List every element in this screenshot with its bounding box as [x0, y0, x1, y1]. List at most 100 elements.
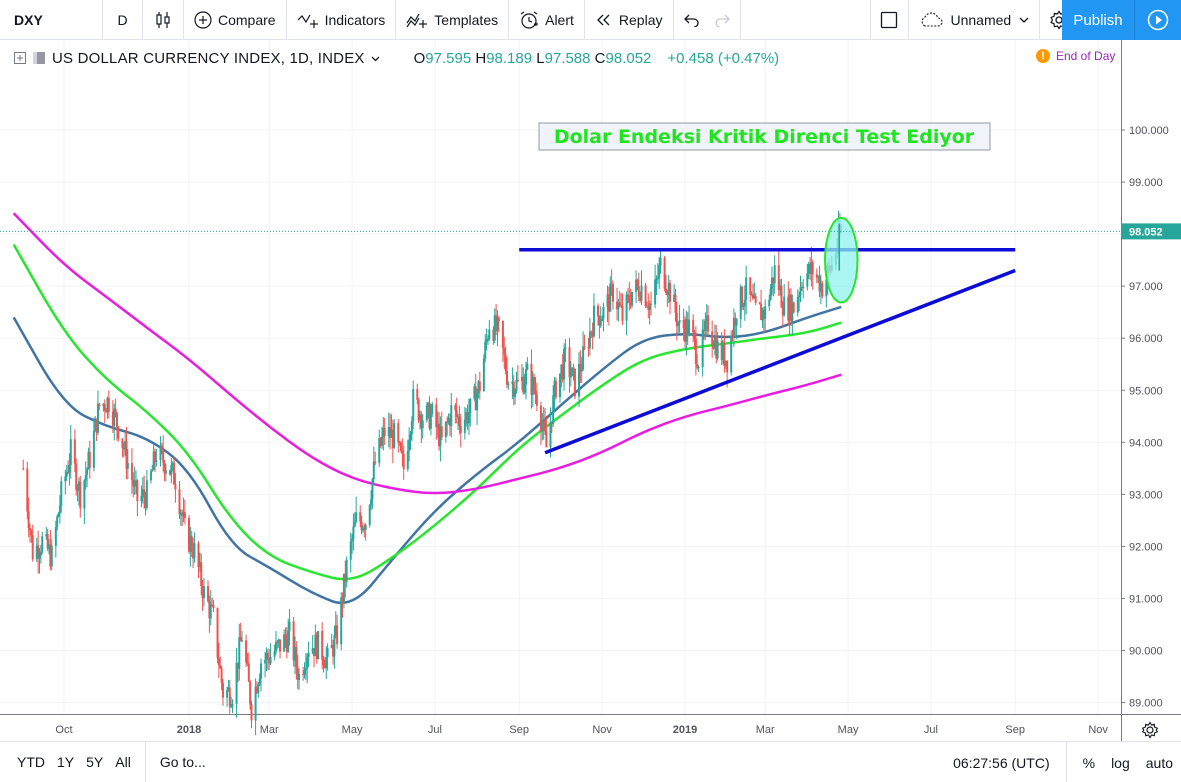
legend-title[interactable]: US DOLLAR CURRENCY INDEX, 1D, INDEX: [52, 49, 365, 67]
templates-button[interactable]: Templates: [396, 0, 510, 40]
candle-body: [799, 287, 802, 296]
candle-body: [258, 678, 261, 685]
series-legend: US DOLLAR CURRENCY INDEX, 1D, INDEX O97.…: [14, 48, 779, 68]
candle-body: [444, 421, 447, 438]
candle-body: [317, 631, 320, 660]
symbol-search[interactable]: DXY: [0, 0, 103, 40]
candle-body: [212, 605, 215, 609]
candle-body: [435, 404, 438, 428]
candle-body: [703, 329, 706, 332]
candle-body: [226, 690, 229, 698]
publish-button[interactable]: Publish: [1062, 0, 1134, 40]
undo-icon[interactable]: [683, 13, 700, 27]
chevron-down-icon[interactable]: [371, 55, 380, 62]
candle-body: [457, 416, 460, 418]
log-toggle[interactable]: log: [1111, 754, 1130, 771]
candle-body: [341, 597, 344, 604]
candle-body: [254, 686, 257, 721]
candle-body: [723, 342, 726, 366]
candle-body: [516, 379, 519, 381]
candle-body: [583, 346, 586, 348]
candle-body: [522, 376, 525, 393]
expand-legend-icon[interactable]: [14, 52, 26, 64]
price-axis[interactable]: 100.00099.00098.00097.00096.00095.00094.…: [0, 125, 1181, 710]
candle-body: [810, 262, 813, 274]
interval-button[interactable]: D: [103, 0, 143, 40]
candle-body: [425, 405, 428, 421]
candle-body: [493, 315, 496, 341]
candle-body: [602, 307, 605, 319]
candle-body: [590, 331, 593, 333]
range-ytd[interactable]: YTD: [17, 754, 45, 770]
candle-body: [220, 668, 223, 683]
candle-body: [249, 681, 252, 705]
candle-body: [659, 257, 662, 266]
price-chart[interactable]: Dolar Endeksi Kritik Direnci Test Ediyor…: [0, 40, 1181, 741]
color-swatch-icon[interactable]: [32, 51, 46, 65]
annotation-box: [538, 122, 991, 151]
candle-body: [323, 665, 326, 669]
goto-button[interactable]: Go to...: [159, 754, 206, 770]
time-label: Mar: [756, 724, 775, 736]
candle-body: [607, 294, 610, 312]
candle-body: [591, 331, 594, 337]
candle-body: [406, 450, 409, 470]
spacer: [741, 0, 871, 40]
candle-body: [549, 421, 552, 448]
candle-body: [542, 420, 545, 426]
candle-body: [340, 597, 343, 645]
candle-body: [179, 512, 182, 515]
indicators-button[interactable]: Indicators: [287, 0, 397, 40]
axis-settings-icon[interactable]: [1141, 721, 1159, 739]
alert-button[interactable]: Alert: [509, 0, 585, 40]
exclamation-icon: !: [1036, 49, 1050, 63]
candle-body: [303, 670, 306, 675]
candle-body: [722, 342, 725, 360]
range-all[interactable]: All: [115, 754, 131, 770]
candle-body: [606, 294, 609, 308]
candle-body: [88, 451, 91, 468]
rewind-icon: [596, 14, 610, 25]
candle-body: [130, 463, 133, 480]
redo-icon[interactable]: [714, 13, 730, 27]
layout-menu[interactable]: Unnamed: [909, 0, 1041, 40]
candle-body: [715, 338, 718, 359]
candle-body: [190, 536, 193, 553]
candle-body: [707, 315, 710, 332]
candle-body: [431, 404, 434, 415]
candle-body: [609, 283, 612, 312]
candle-body: [800, 287, 803, 289]
candle-body: [86, 469, 89, 475]
candle-body: [58, 505, 61, 514]
replay-button[interactable]: Replay: [585, 0, 674, 40]
alarm-clock-icon: [520, 11, 539, 29]
chart-style-button[interactable]: [143, 0, 184, 40]
candle-body: [495, 315, 498, 331]
fullscreen-toggle[interactable]: [871, 0, 909, 40]
candle-body: [597, 305, 600, 317]
end-of-day-badge[interactable]: ! End of Day: [1036, 49, 1115, 63]
percent-toggle[interactable]: %: [1082, 754, 1096, 771]
price-label: 92.000: [1129, 541, 1163, 553]
candle-body: [111, 411, 114, 426]
candle-body: [67, 471, 70, 473]
candle-body: [192, 552, 195, 559]
candle-body: [106, 397, 109, 413]
candle-body: [136, 480, 139, 502]
candle-body: [678, 319, 681, 324]
range-1y[interactable]: 1Y: [57, 754, 75, 770]
candle-body: [326, 648, 329, 657]
candle-body: [712, 344, 715, 349]
compare-button[interactable]: Compare: [184, 0, 287, 40]
time-axis[interactable]: Oct 2018 Mar May Jul Sep Nov 2019 Mar May Jul Sep No…: [55, 721, 1159, 739]
auto-toggle[interactable]: auto: [1145, 754, 1173, 771]
clock-display[interactable]: 06:27:56 (UTC): [953, 754, 1050, 771]
time-label: Sep: [509, 724, 529, 736]
play-button[interactable]: [1134, 0, 1181, 40]
candle-body: [474, 386, 477, 411]
candle-body: [791, 302, 794, 322]
candle-body: [750, 294, 753, 296]
range-5y[interactable]: 5Y: [86, 754, 104, 770]
candle-body: [788, 294, 791, 321]
candle-body: [762, 309, 765, 319]
